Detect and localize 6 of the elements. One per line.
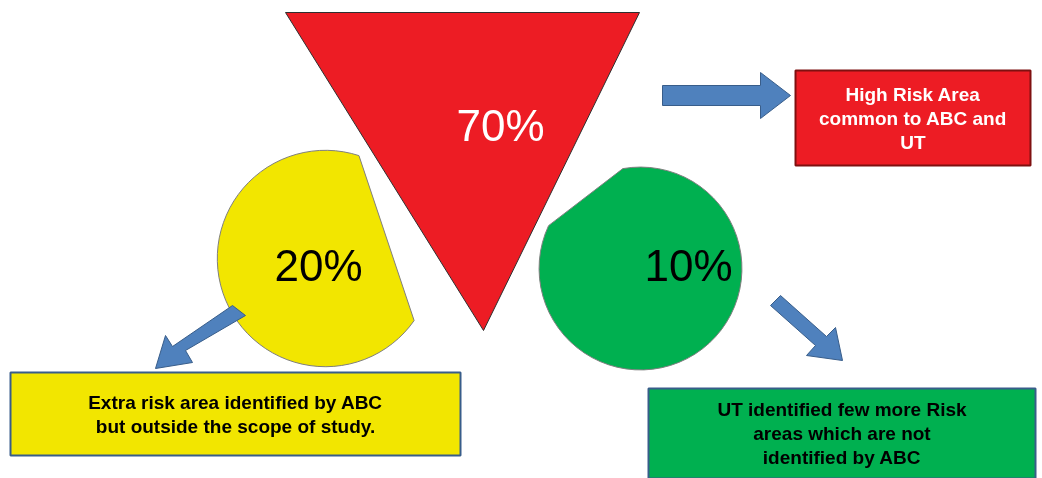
category-label: UT identified few more Risk areas which are not identified by ABC	[717, 399, 968, 468]
data-label: 70%	[456, 101, 545, 150]
data-label: 10%	[644, 241, 733, 290]
category-label: High Risk Area common to ABC and UT	[819, 83, 1007, 153]
category-label: Extra risk area identified by ABC but outside the scope of study.	[88, 391, 383, 437]
data-label: 20%	[274, 241, 363, 290]
